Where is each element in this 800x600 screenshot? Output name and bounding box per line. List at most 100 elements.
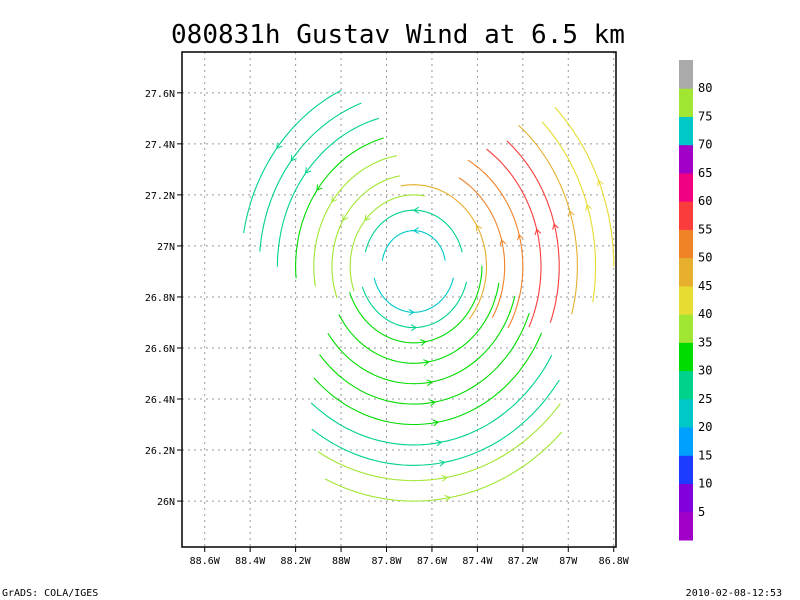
x-tick-label: 88.2W bbox=[281, 556, 312, 567]
grid bbox=[182, 52, 616, 547]
streamline-arrow bbox=[444, 494, 452, 502]
x-tick-label: 88W bbox=[332, 556, 351, 567]
streamline bbox=[554, 107, 615, 267]
colorbar-label: 5 bbox=[698, 505, 705, 519]
colorbar-label: 55 bbox=[698, 222, 712, 236]
y-tick-label: 26.2N bbox=[145, 446, 175, 457]
streamline-arrow bbox=[316, 184, 323, 191]
y-tick-label: 27.6N bbox=[145, 89, 175, 100]
colorbar-label: 75 bbox=[698, 109, 712, 123]
streamline-arrow bbox=[534, 228, 542, 236]
y-tick-label: 26.4N bbox=[145, 395, 175, 406]
colorbar-label: 80 bbox=[698, 81, 712, 95]
streamline bbox=[541, 121, 597, 303]
colorbar-swatch bbox=[679, 455, 693, 485]
streamline-arrow bbox=[331, 196, 338, 203]
colorbar-swatch bbox=[679, 314, 693, 343]
streamline-arrow bbox=[410, 324, 418, 332]
streamline bbox=[518, 125, 578, 315]
colorbar-swatch bbox=[679, 229, 693, 259]
streamline bbox=[400, 184, 488, 320]
y-tick-label: 27.2N bbox=[145, 191, 175, 202]
streamline bbox=[373, 277, 454, 313]
y-tick-label: 26N bbox=[157, 497, 175, 508]
colorbar-swatch bbox=[679, 116, 693, 146]
streamline bbox=[331, 175, 401, 299]
colorbar-swatch bbox=[679, 427, 693, 456]
streamline-arrow bbox=[412, 227, 420, 235]
colorbar-swatch bbox=[679, 398, 693, 428]
colorbar-swatch bbox=[679, 144, 693, 174]
streamlines bbox=[243, 90, 615, 502]
streamline-arrow bbox=[552, 223, 559, 230]
colorbar-label: 70 bbox=[698, 138, 712, 152]
chart-title: 080831h Gustav Wind at 6.5 km bbox=[171, 20, 625, 50]
footer-left: GrADS: COLA/IGES bbox=[2, 588, 98, 599]
streamline-arrow bbox=[342, 214, 349, 222]
x-tick-label: 87.4W bbox=[462, 556, 493, 567]
streamline-arrow bbox=[567, 210, 575, 217]
colorbar-swatch bbox=[679, 370, 693, 400]
colorbar-label: 50 bbox=[698, 251, 712, 265]
streamline-arrow bbox=[276, 142, 283, 150]
y-tick-label: 26.8N bbox=[145, 293, 175, 304]
colorbar-swatch bbox=[679, 483, 693, 513]
streamline-arrow bbox=[412, 206, 420, 214]
colorbar-swatch bbox=[679, 511, 693, 541]
streamline-arrow bbox=[438, 459, 446, 467]
streamline bbox=[381, 230, 446, 261]
streamline-arrow bbox=[423, 359, 430, 366]
streamline-arrow bbox=[426, 379, 433, 387]
streamline bbox=[458, 177, 506, 318]
streamline-arrow bbox=[290, 154, 297, 162]
colorbar-swatch bbox=[679, 60, 693, 89]
colorbar-swatch bbox=[679, 201, 693, 230]
streamline bbox=[295, 137, 384, 279]
y-axis: 26N 26.2N 26.4N 26.6N 26.8N 27N 27.2N 27.4N 27.6… bbox=[145, 89, 182, 508]
colorbar-label: 60 bbox=[698, 194, 712, 208]
colorbar-label: 15 bbox=[698, 448, 712, 462]
x-tick-label: 86.8W bbox=[599, 556, 630, 567]
streamline-arrow bbox=[476, 224, 483, 232]
plot-frame bbox=[181, 51, 617, 548]
x-tick-label: 87W bbox=[559, 556, 578, 567]
colorbar-label: 10 bbox=[698, 477, 712, 491]
streamline-arrow bbox=[305, 167, 312, 174]
x-tick-label: 88.4W bbox=[235, 556, 266, 567]
streamline-arrow bbox=[435, 439, 443, 447]
colorbar-swatch bbox=[679, 172, 693, 202]
x-tick-label: 87.8W bbox=[371, 556, 402, 567]
colorbar-swatch bbox=[679, 88, 693, 117]
streamline bbox=[349, 265, 483, 344]
colorbar-label: 35 bbox=[698, 335, 712, 349]
y-tick-label: 27.4N bbox=[145, 140, 175, 151]
colorbar-label: 65 bbox=[698, 166, 712, 180]
footer-right: 2010-02-08-12:53 bbox=[686, 588, 782, 599]
colorbar-label: 40 bbox=[698, 307, 712, 321]
colorbar-label: 45 bbox=[698, 279, 712, 293]
streamline bbox=[338, 282, 500, 364]
x-tick-label: 87.2W bbox=[508, 556, 539, 567]
streamline-arrow bbox=[597, 179, 604, 187]
streamline-arrow bbox=[585, 203, 592, 211]
y-tick-label: 26.6N bbox=[145, 344, 175, 355]
streamline-arrow bbox=[429, 399, 437, 407]
streamline-arrow bbox=[499, 238, 507, 246]
x-tick-label: 88.6W bbox=[190, 556, 221, 567]
streamline-arrow bbox=[441, 474, 448, 482]
x-axis: 88.6W 88.4W 88.2W 88W 87.8W 87.6W 87.4W 87.2W 87… bbox=[190, 547, 630, 567]
streamline bbox=[259, 102, 362, 252]
colorbar-label: 30 bbox=[698, 364, 712, 378]
y-tick-label: 27N bbox=[157, 242, 175, 253]
streamline-arrow bbox=[517, 233, 524, 241]
streamline bbox=[324, 431, 563, 502]
streamline bbox=[276, 117, 380, 267]
colorbar-label: 20 bbox=[698, 420, 712, 434]
colorbar-swatch bbox=[679, 342, 693, 372]
streamline bbox=[506, 140, 560, 323]
streamline-arrow bbox=[432, 419, 440, 427]
x-tick-label: 87.6W bbox=[417, 556, 448, 567]
streamline-arrow bbox=[420, 339, 427, 346]
streamline-arrow bbox=[364, 214, 371, 222]
